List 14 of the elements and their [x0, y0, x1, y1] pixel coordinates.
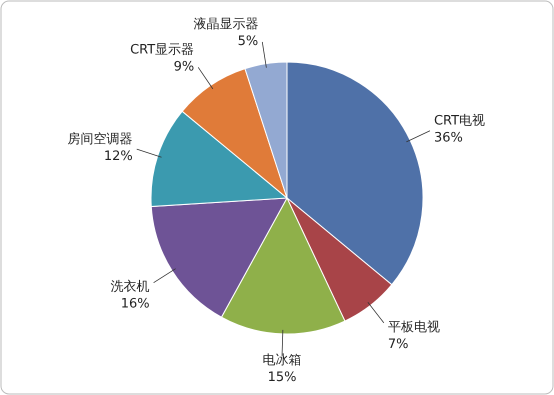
slice-label: 液晶显示器: [193, 16, 258, 32]
slice-label: 电冰箱: [262, 352, 302, 368]
slice-label: CRT显示器: [130, 42, 194, 58]
data-label: 7%: [388, 336, 408, 352]
slice-label: 洗衣机: [110, 280, 150, 295]
slice-label: 平板电视: [388, 320, 440, 335]
data-label: 9%: [174, 59, 194, 74]
data-label: 15%: [268, 370, 296, 385]
data-label: 12%: [104, 149, 133, 164]
data-label: 16%: [120, 296, 150, 312]
data-label: 5%: [238, 34, 258, 49]
data-label: 36%: [434, 130, 463, 146]
slice-label: CRT电视: [434, 114, 486, 129]
slice-label: 房间空调器: [68, 131, 133, 148]
